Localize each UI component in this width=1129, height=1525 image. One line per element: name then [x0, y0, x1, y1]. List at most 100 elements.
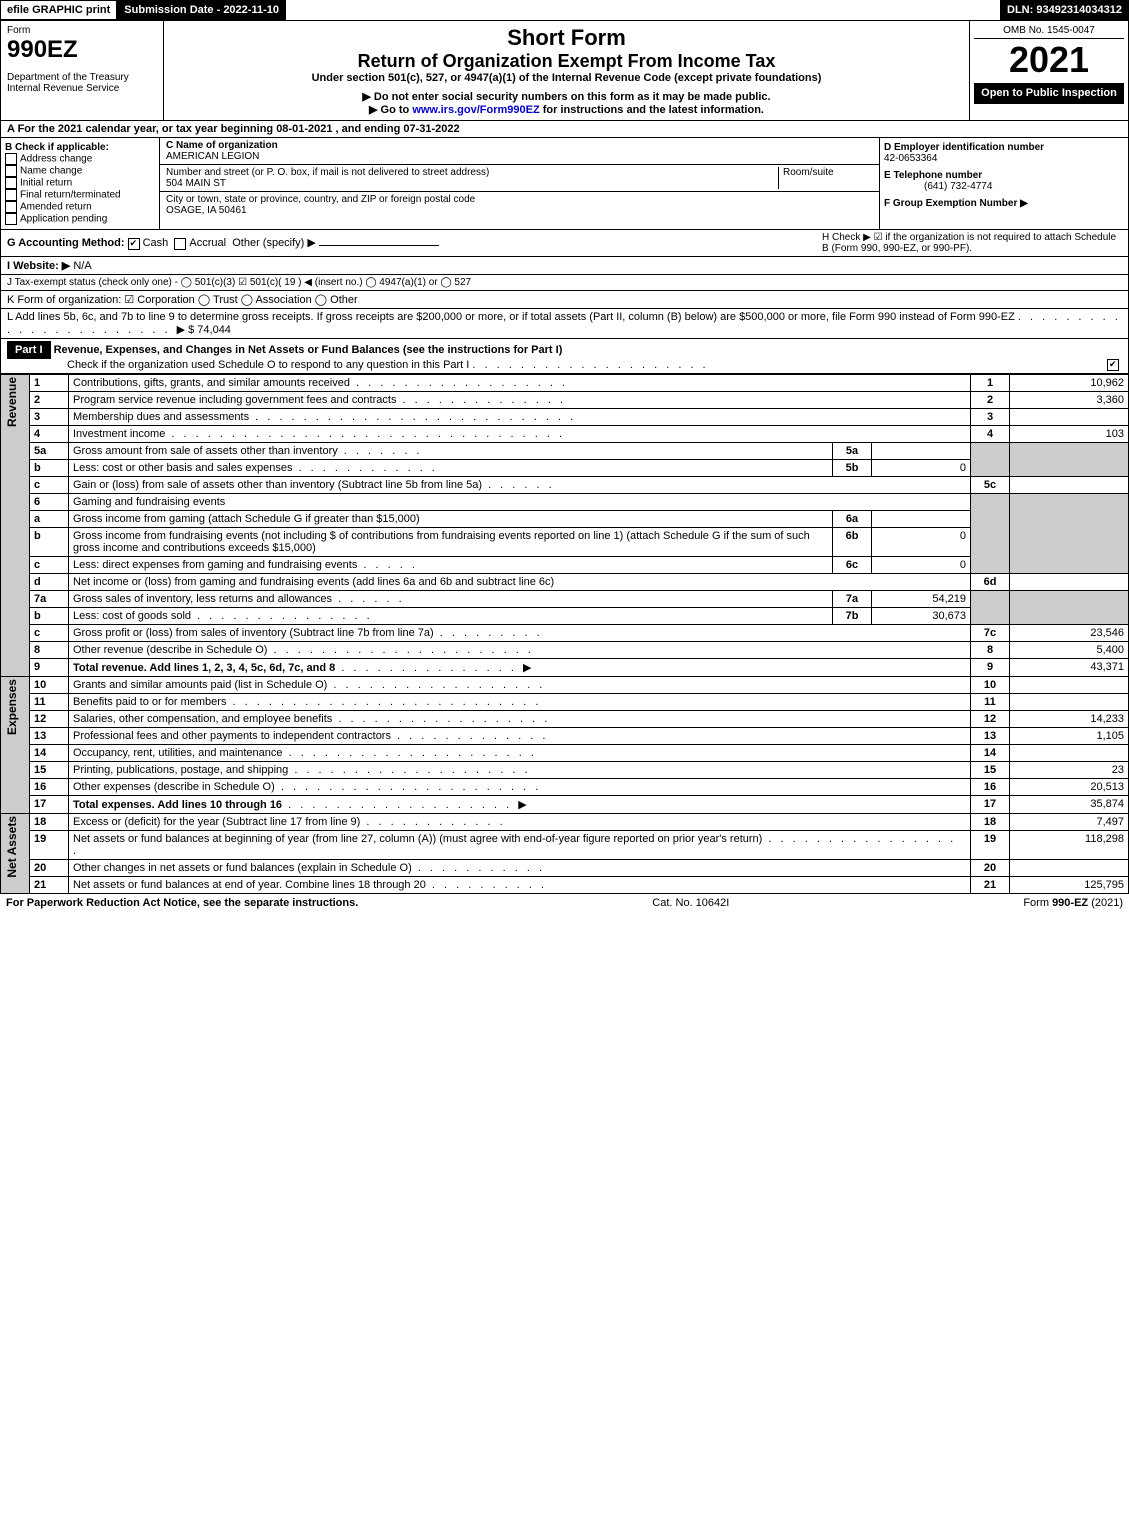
line-11-value — [1010, 694, 1129, 711]
footer-form: Form 990-EZ (2021) — [1023, 897, 1123, 909]
line-9-desc: Total revenue. Add lines 1, 2, 3, 4, 5c,… — [73, 662, 335, 674]
submission-date: Submission Date - 2022-11-10 — [117, 0, 286, 20]
subtitle: Under section 501(c), 527, or 4947(a)(1)… — [170, 72, 963, 84]
c-city: City or town, state or province, country… — [160, 192, 879, 218]
title-return: Return of Organization Exempt From Incom… — [170, 51, 963, 72]
chk-amended-return[interactable]: Amended return — [5, 201, 155, 213]
chk-initial-return[interactable]: Initial return — [5, 177, 155, 189]
line-6-desc: Gaming and fundraising events — [69, 494, 971, 511]
row-g-h: G Accounting Method: Cash Accrual Other … — [0, 230, 1129, 257]
line-17-desc: Total expenses. Add lines 10 through 16 — [73, 799, 282, 811]
form-header: Form 990EZ Department of the Treasury In… — [0, 20, 1129, 121]
footer-cat: Cat. No. 10642I — [652, 897, 729, 909]
e-telephone: E Telephone number (641) 732-4774 — [884, 170, 1124, 192]
column-c: C Name of organization AMERICAN LEGION N… — [160, 138, 879, 229]
net-assets-label: Net Assets — [5, 816, 19, 878]
line-4-value: 103 — [1010, 426, 1129, 443]
row-k: K Form of organization: ☑ Corporation ◯ … — [0, 291, 1129, 309]
expenses-label: Expenses — [5, 679, 19, 735]
line-6d-desc: Net income or (loss) from gaming and fun… — [69, 574, 971, 591]
title-short-form: Short Form — [170, 25, 963, 51]
line-21-value: 125,795 — [1010, 877, 1129, 894]
line-5c-desc: Gain or (loss) from sale of assets other… — [73, 479, 482, 491]
line-17-value: 35,874 — [1010, 796, 1129, 814]
form-number: 990EZ — [7, 36, 157, 64]
line-14-desc: Occupancy, rent, utilities, and maintena… — [73, 747, 283, 759]
chk-schedule-o[interactable] — [1107, 359, 1119, 371]
line-8-desc: Other revenue (describe in Schedule O) — [73, 644, 267, 656]
line-13-desc: Professional fees and other payments to … — [73, 730, 391, 742]
org-city: OSAGE, IA 50461 — [166, 205, 247, 216]
chk-final-return[interactable]: Final return/terminated — [5, 189, 155, 201]
line-7a-desc: Gross sales of inventory, less returns a… — [73, 593, 332, 605]
gross-receipts: 74,044 — [197, 324, 231, 336]
chk-address-change[interactable]: Address change — [5, 153, 155, 165]
line-16-value: 20,513 — [1010, 779, 1129, 796]
column-b: B Check if applicable: Address change Na… — [1, 138, 160, 229]
column-d-e-f: D Employer identification number 42-0653… — [879, 138, 1128, 229]
line-2-value: 3,360 — [1010, 392, 1129, 409]
revenue-label: Revenue — [5, 377, 19, 427]
row-i: I Website: ▶ N/A — [0, 257, 1129, 275]
ein-value: 42-0653364 — [884, 153, 937, 164]
page-footer: For Paperwork Reduction Act Notice, see … — [0, 894, 1129, 912]
line-11-desc: Benefits paid to or for members — [73, 696, 226, 708]
part-i-title: Revenue, Expenses, and Changes in Net As… — [54, 344, 563, 356]
line-14-value — [1010, 745, 1129, 762]
chk-cash[interactable] — [128, 238, 140, 250]
line-5c-value — [1010, 477, 1129, 494]
row-a: A For the 2021 calendar year, or tax yea… — [0, 121, 1129, 138]
line-6b-value: 0 — [872, 528, 971, 557]
c-name: C Name of organization AMERICAN LEGION — [160, 138, 879, 165]
part-i-label: Part I — [7, 341, 51, 359]
telephone-value: (641) 732-4774 — [924, 181, 992, 192]
line-2-desc: Program service revenue including govern… — [73, 394, 396, 406]
f-group-exemption: F Group Exemption Number ▶ — [884, 198, 1124, 209]
d-ein: D Employer identification number 42-0653… — [884, 142, 1124, 164]
h-schedule-b: H Check ▶ ☑ if the organization is not r… — [822, 232, 1122, 254]
footer-left: For Paperwork Reduction Act Notice, see … — [6, 897, 358, 909]
line-21-desc: Net assets or fund balances at end of ye… — [73, 879, 426, 891]
chk-application-pending[interactable]: Application pending — [5, 213, 155, 225]
line-19-desc: Net assets or fund balances at beginning… — [73, 833, 762, 845]
chk-accrual[interactable] — [174, 238, 186, 250]
line-18-value: 7,497 — [1010, 814, 1129, 831]
tax-year: 2021 — [974, 39, 1124, 81]
room-suite: Room/suite — [778, 167, 873, 189]
chk-name-change[interactable]: Name change — [5, 165, 155, 177]
line-1-value: 10,962 — [1010, 375, 1129, 392]
line-20-desc: Other changes in net assets or fund bala… — [73, 862, 412, 874]
line-6a-desc: Gross income from gaming (attach Schedul… — [69, 511, 833, 528]
line-12-value: 14,233 — [1010, 711, 1129, 728]
b-label: B Check if applicable: — [5, 142, 155, 153]
line-19-value: 118,298 — [1010, 831, 1129, 860]
part-i-check: Check if the organization used Schedule … — [67, 359, 469, 371]
header-center: Short Form Return of Organization Exempt… — [164, 21, 969, 120]
line-20-value — [1010, 860, 1129, 877]
part-i-header: Part I Revenue, Expenses, and Changes in… — [0, 339, 1129, 374]
c-address: Number and street (or P. O. box, if mail… — [160, 165, 879, 192]
line-7c-desc: Gross profit or (loss) from sales of inv… — [73, 627, 434, 639]
row-j: J Tax-exempt status (check only one) - ◯… — [0, 275, 1129, 291]
dept-label: Department of the Treasury Internal Reve… — [7, 72, 157, 94]
form-word: Form — [7, 25, 157, 36]
line-6d-value — [1010, 574, 1129, 591]
line-10-desc: Grants and similar amounts paid (list in… — [73, 679, 327, 691]
line-10-value — [1010, 677, 1129, 694]
website-value: N/A — [73, 260, 91, 272]
section-b-through-f: B Check if applicable: Address change Na… — [0, 138, 1129, 230]
line-5b-value: 0 — [872, 460, 971, 477]
line-7b-value: 30,673 — [872, 608, 971, 625]
line-7b-desc: Less: cost of goods sold — [73, 610, 191, 622]
line-1-desc: Contributions, gifts, grants, and simila… — [73, 377, 350, 389]
line-7a-value: 54,219 — [872, 591, 971, 608]
omb-number: OMB No. 1545-0047 — [974, 25, 1124, 39]
line-6c-value: 0 — [872, 557, 971, 574]
line-15-value: 23 — [1010, 762, 1129, 779]
g-accounting: G Accounting Method: Cash Accrual Other … — [7, 236, 822, 249]
header-right: OMB No. 1545-0047 2021 Open to Public In… — [969, 21, 1128, 120]
efile-label: efile GRAPHIC print — [0, 0, 117, 20]
line-16-desc: Other expenses (describe in Schedule O) — [73, 781, 275, 793]
irs-link[interactable]: www.irs.gov/Form990EZ — [412, 104, 539, 116]
row-l: L Add lines 5b, 6c, and 7b to line 9 to … — [0, 309, 1129, 339]
